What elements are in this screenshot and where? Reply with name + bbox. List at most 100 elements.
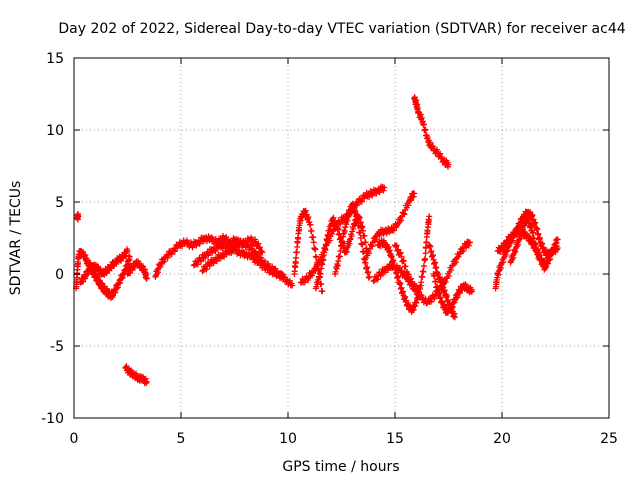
- data-point: [164, 254, 171, 261]
- data-point: [312, 246, 319, 253]
- data-point: [302, 207, 309, 214]
- data-point: [193, 242, 200, 249]
- data-point: [310, 239, 317, 246]
- data-point: [451, 314, 458, 321]
- data-point: [428, 298, 435, 305]
- data-point: [258, 248, 265, 255]
- data-point: [398, 253, 405, 260]
- data-point: [305, 277, 312, 284]
- data-point: [255, 240, 262, 247]
- data-point: [312, 267, 319, 274]
- data-point: [289, 282, 296, 289]
- data-point: [526, 219, 533, 226]
- data-point: [203, 266, 210, 273]
- data-point: [445, 161, 452, 168]
- data-point: [400, 210, 407, 217]
- data-point: [530, 216, 537, 223]
- data-point: [359, 241, 366, 248]
- data-point: [398, 284, 405, 291]
- data-point: [317, 270, 324, 277]
- data-point: [373, 190, 380, 197]
- data-point: [400, 257, 407, 264]
- data-point: [339, 239, 346, 246]
- data-point: [366, 250, 373, 257]
- data-point: [460, 248, 467, 255]
- data-point: [388, 253, 395, 260]
- data-point: [357, 229, 364, 236]
- data-point: [435, 271, 442, 278]
- data-point: [452, 259, 459, 266]
- data-point: [390, 227, 397, 234]
- data-point: [320, 257, 327, 264]
- data-point: [256, 244, 263, 251]
- data-point: [466, 239, 473, 246]
- data-point: [366, 194, 373, 201]
- data-point: [437, 294, 444, 301]
- data-point: [534, 225, 541, 232]
- data-point: [309, 272, 316, 279]
- data-point: [293, 254, 300, 261]
- data-point: [394, 247, 401, 254]
- data-point: [397, 280, 404, 287]
- data-point: [261, 258, 268, 265]
- data-point: [324, 237, 331, 244]
- data-point: [444, 297, 451, 304]
- data-point: [431, 295, 438, 302]
- data-point: [392, 264, 399, 271]
- chart-title: Day 202 of 2022, Sidereal Day-to-day VTE…: [58, 21, 625, 37]
- data-point: [352, 207, 359, 214]
- data-point: [402, 293, 409, 300]
- data-point: [307, 221, 314, 228]
- data-point: [403, 297, 410, 304]
- y-tick-label: -5: [50, 339, 64, 355]
- data-point: [377, 272, 384, 279]
- data-point: [350, 204, 357, 211]
- x-tick-label: 25: [600, 431, 618, 447]
- data-point: [308, 227, 315, 234]
- data-point: [301, 279, 308, 286]
- data-point: [397, 249, 404, 256]
- data-point: [395, 246, 402, 253]
- data-point: [361, 232, 368, 239]
- plot-frame: [73, 57, 610, 419]
- data-point: [546, 253, 553, 260]
- data-point: [337, 247, 344, 254]
- data-point: [427, 243, 434, 250]
- data-point: [436, 274, 443, 281]
- data-point: [358, 198, 365, 205]
- data-point: [380, 187, 387, 194]
- x-tick-label: 0: [70, 431, 79, 447]
- x-tick-label: 5: [177, 431, 186, 447]
- data-point: [554, 236, 561, 243]
- data-point: [194, 261, 201, 268]
- data-point: [395, 273, 402, 280]
- data-point: [198, 258, 205, 265]
- data-point: [360, 249, 367, 256]
- data-point: [407, 276, 414, 283]
- data-point: [438, 154, 445, 161]
- data-point: [428, 248, 435, 255]
- data-point: [531, 235, 538, 242]
- data-point: [157, 263, 164, 270]
- grid-lines: [74, 58, 609, 418]
- data-point: [527, 222, 534, 229]
- data-point: [411, 190, 418, 197]
- data-point: [418, 279, 425, 286]
- data-point: [445, 273, 452, 280]
- data-point: [109, 294, 116, 301]
- data-point: [235, 244, 242, 251]
- data-point: [319, 288, 326, 295]
- data-point: [441, 287, 448, 294]
- data-point: [534, 246, 541, 253]
- data-point: [408, 281, 415, 288]
- data-point: [143, 275, 150, 282]
- data-point: [393, 269, 400, 276]
- data-point: [357, 235, 364, 241]
- data-point: [390, 257, 397, 264]
- data-point: [124, 247, 131, 254]
- data-point: [269, 263, 276, 270]
- data-point: [161, 258, 168, 265]
- data-point: [405, 202, 412, 209]
- data-point: [75, 213, 82, 220]
